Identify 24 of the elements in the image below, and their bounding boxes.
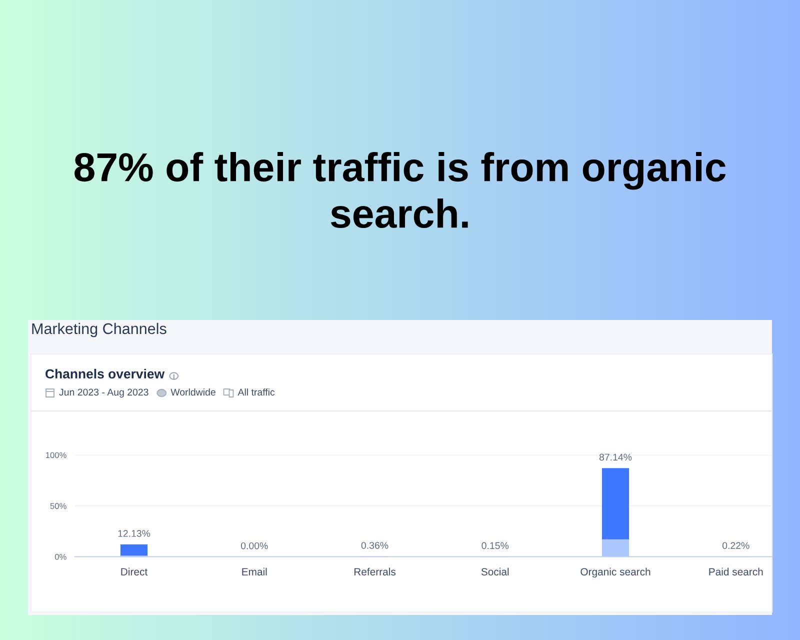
x-tick-label: Referrals	[354, 568, 396, 576]
text: All traffic	[238, 388, 275, 396]
x-tick-label: Email	[242, 568, 267, 576]
x-tick-label: Direct	[121, 568, 148, 576]
total-label: 87.14%	[599, 454, 632, 461]
chart-title: 87% of their traffic is from organic search.	[74, 152, 726, 228]
y-tick-label: 50%	[50, 503, 66, 509]
total-label: 0.00%	[240, 542, 268, 550]
text: Jun 2023 - Aug 2023	[59, 388, 148, 398]
x-tick-label: Paid search	[709, 568, 763, 576]
x-tick-label: Social	[481, 568, 509, 576]
bar	[602, 468, 630, 540]
bar	[602, 539, 630, 557]
y-tick-label: 100%	[46, 452, 66, 458]
chart-subtitle: Channels overview	[46, 368, 165, 379]
y-tick-label: 0%	[54, 554, 66, 560]
x-tick-label: Organic search	[580, 568, 650, 578]
total-label: 0.15%	[482, 542, 509, 550]
bar	[120, 544, 148, 556]
total-label: 0.36%	[361, 542, 388, 549]
text: Marketing Channels	[32, 322, 166, 338]
total-label: 0.22%	[722, 542, 750, 549]
text: Worldwide	[170, 388, 216, 396]
total-label: 12.13%	[118, 530, 150, 537]
